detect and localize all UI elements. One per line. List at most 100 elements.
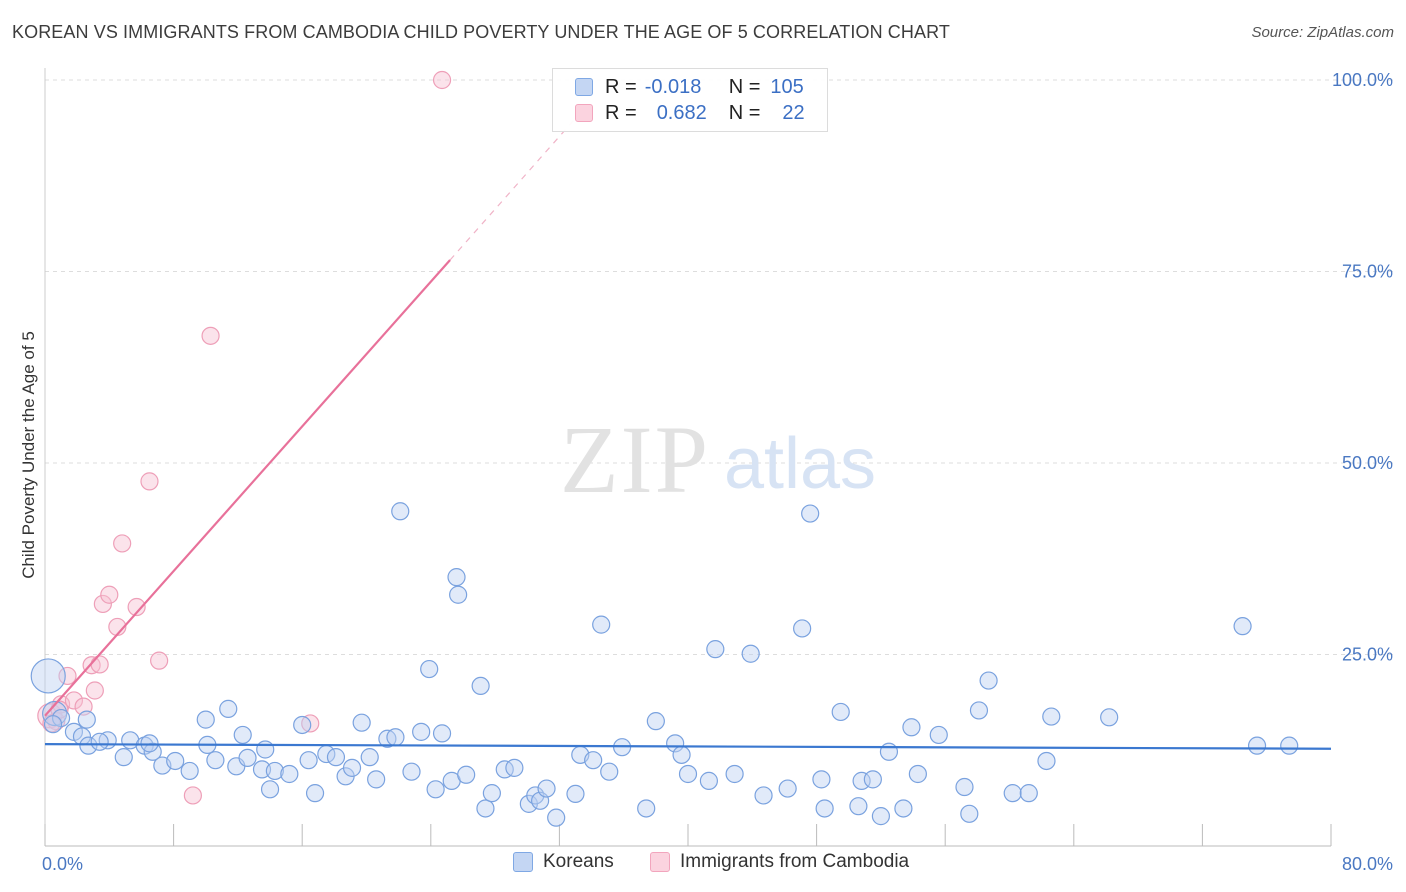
y-tick-label: 75.0% <box>1342 262 1393 282</box>
y-tick-label: 50.0% <box>1342 453 1393 473</box>
legend-row-cambodia: R = 0.682 N = 22 <box>575 101 805 125</box>
koreans-point-93 <box>1003 784 1022 803</box>
koreans-point-97 <box>1100 708 1119 727</box>
koreans-point-67 <box>672 745 691 764</box>
series-legend: Koreans Immigrants from Cambodia <box>0 851 1406 877</box>
koreans-point-38 <box>386 728 405 747</box>
legend-r-label: R = <box>605 101 637 124</box>
koreans-point-96 <box>1042 707 1061 726</box>
koreans-point-98 <box>447 568 466 587</box>
series-koreans-points <box>30 502 1299 827</box>
koreans-point-92 <box>979 671 998 690</box>
koreans-point-90 <box>969 701 989 720</box>
cambodia-point-13 <box>127 597 146 617</box>
legend-n-value: 22 <box>782 101 805 124</box>
trend-line-cambodia <box>44 259 451 717</box>
cambodia-point-17 <box>201 326 220 345</box>
y-axis-label: Child Poverty Under the Age of 5 <box>19 331 38 579</box>
koreans-point-24 <box>260 780 280 799</box>
legend-label-koreans: Koreans <box>543 851 614 872</box>
koreans-point-50 <box>482 784 501 803</box>
koreans-point-31 <box>326 748 346 767</box>
correlation-legend: R = -0.018 N = 105 R = 0.682 N = 22 <box>552 68 828 132</box>
koreans-point-25 <box>265 761 284 781</box>
legend-n-label: N = <box>728 75 761 98</box>
koreans-point-19 <box>219 699 238 718</box>
koreans-point-57 <box>547 808 566 827</box>
koreans-point-72 <box>741 644 760 663</box>
koreans-point-73 <box>754 786 773 805</box>
koreans-point-49 <box>476 799 495 818</box>
koreans-point-70 <box>706 640 725 659</box>
koreans-point-14 <box>180 761 199 781</box>
koreans-point-36 <box>367 770 386 789</box>
koreans-point-60 <box>584 751 603 770</box>
y-tick-labels: 25.0% 50.0% 75.0% 100.0% <box>1332 70 1393 665</box>
cambodia-point-10 <box>100 585 119 604</box>
koreans-point-100 <box>1247 736 1267 755</box>
koreans-point-56 <box>537 779 556 798</box>
koreans-point-35 <box>360 748 379 767</box>
koreans-point-47 <box>457 765 476 784</box>
legend-n-value: 105 <box>770 75 804 98</box>
koreans-point-29 <box>305 784 325 803</box>
legend-r-value: 0.682 <box>656 101 707 124</box>
koreans-point-13 <box>166 751 185 771</box>
koreans-point-75 <box>793 619 812 638</box>
koreans-point-26 <box>280 764 299 784</box>
legend-item-koreans[interactable]: Koreans <box>513 851 614 873</box>
cambodia-point-8 <box>93 594 112 614</box>
series-cambodia-points <box>37 70 452 805</box>
cambodia-point-9 <box>90 655 109 674</box>
legend-swatch-cambodia <box>575 104 593 122</box>
koreans-point-3 <box>43 715 63 734</box>
koreans-point-33 <box>342 758 362 777</box>
koreans-point-8 <box>114 748 133 767</box>
koreans-point-52 <box>505 758 524 777</box>
koreans-point-16 <box>196 710 215 729</box>
cambodia-point-16 <box>183 786 202 805</box>
watermark-atlas: atlas <box>724 424 876 504</box>
koreans-point-44 <box>432 724 452 743</box>
koreans-point-78 <box>815 799 834 818</box>
koreans-point-77 <box>812 770 831 789</box>
koreans-point-89 <box>955 777 974 797</box>
koreans-point-83 <box>871 807 891 826</box>
koreans-point-46 <box>449 585 468 604</box>
koreans-point-104 <box>140 734 159 753</box>
koreans-point-6 <box>79 736 98 755</box>
koreans-point-99 <box>1233 617 1252 636</box>
koreans-point-34 <box>352 713 371 732</box>
koreans-point-88 <box>929 725 948 745</box>
y-tick-label: 25.0% <box>1342 645 1393 665</box>
cambodia-point-20 <box>42 714 61 733</box>
koreans-point-79 <box>831 702 850 722</box>
koreans-point-66 <box>666 734 685 753</box>
watermark-zip: ZIP <box>560 406 710 513</box>
axes <box>44 68 1332 847</box>
koreans-point-18 <box>206 751 225 770</box>
koreans-point-0 <box>30 658 66 694</box>
legend-swatch-koreans <box>575 78 593 96</box>
legend-n-label: N = <box>728 101 761 124</box>
cambodia-point-7 <box>85 681 104 700</box>
koreans-point-91 <box>960 804 979 823</box>
y-tick-label: 100.0% <box>1332 70 1393 90</box>
trend-line-koreans <box>44 743 1332 750</box>
legend-item-cambodia[interactable]: Immigrants from Cambodia <box>650 851 909 873</box>
koreans-point-68 <box>678 764 698 784</box>
koreans-point-94 <box>1019 784 1038 803</box>
grid-lines <box>45 79 1395 655</box>
source-credit: Source: ZipAtlas.com <box>1251 24 1394 41</box>
koreans-point-84 <box>879 742 899 761</box>
koreans-point-101 <box>1280 736 1299 755</box>
koreans-point-103 <box>256 740 275 759</box>
koreans-point-41 <box>412 722 431 741</box>
koreans-point-71 <box>725 764 744 784</box>
koreans-point-64 <box>637 799 656 818</box>
cambodia-point-4 <box>64 691 84 710</box>
koreans-point-39 <box>391 502 410 521</box>
legend-swatch-koreans <box>513 852 533 872</box>
legend-label-cambodia: Immigrants from Cambodia <box>680 851 910 872</box>
